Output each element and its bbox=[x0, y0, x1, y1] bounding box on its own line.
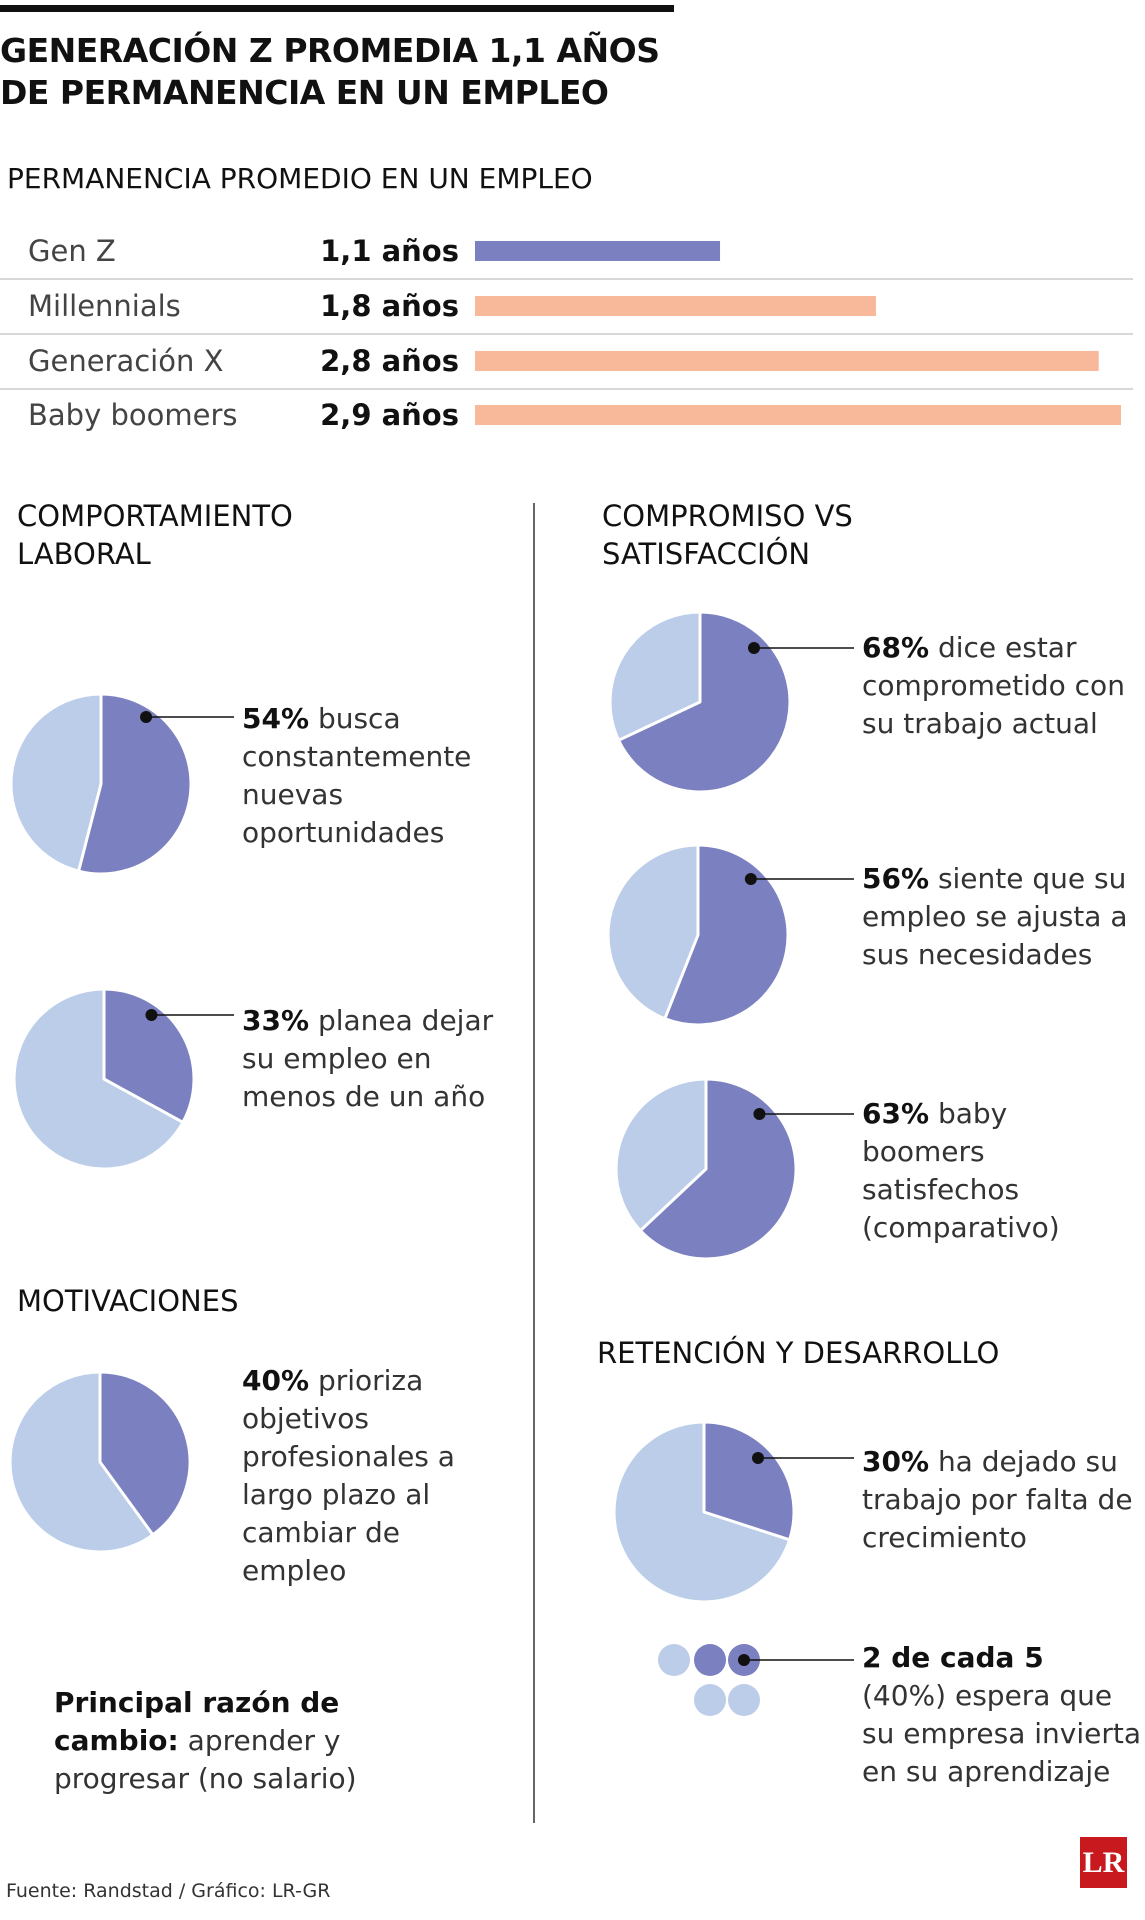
description: prioriza objetivos profesionales a largo… bbox=[242, 1364, 455, 1587]
value-label: 30% bbox=[862, 1445, 930, 1478]
pie-slice bbox=[77, 692, 193, 876]
value-label: 33% bbox=[242, 1004, 310, 1037]
note-bold: Principal razón de cambio: bbox=[54, 1686, 340, 1757]
leader-dot bbox=[748, 642, 760, 654]
pie-slice bbox=[702, 1420, 796, 1542]
category-label: Millennials bbox=[28, 289, 181, 323]
top-rule bbox=[0, 5, 674, 12]
section-title: COMPORTAMIENTO LABORAL bbox=[17, 499, 293, 571]
value-label: 2,9 años bbox=[320, 398, 459, 432]
note: Principal razón de cambio: aprender y pr… bbox=[54, 1684, 394, 1798]
item-text: 56% siente que su empleo se ajusta a sus… bbox=[862, 860, 1137, 974]
leader-dot bbox=[738, 1654, 750, 1666]
item-text: 33% planea dejar su empleo en menos de u… bbox=[242, 1002, 512, 1116]
value-label: 40% bbox=[242, 1364, 310, 1397]
description: (40%) espera que su empresa invierta en … bbox=[862, 1679, 1142, 1788]
logo: LR bbox=[1080, 1837, 1127, 1888]
item-text: 30% ha dejado su trabajo por falta de cr… bbox=[862, 1443, 1142, 1557]
value-label: 2,8 años bbox=[320, 344, 459, 378]
dot-highlight bbox=[694, 1644, 726, 1676]
value-label: 1,8 años bbox=[320, 289, 459, 323]
section-title: MOTIVACIONES bbox=[17, 1284, 239, 1318]
section-title: RETENCIÓN Y DESARROLLO bbox=[597, 1336, 1000, 1370]
leader-dot bbox=[753, 1108, 766, 1120]
leader-dot bbox=[752, 1452, 764, 1464]
value-label: 56% bbox=[862, 862, 930, 895]
title: GENERACIÓN Z PROMEDIA 1,1 AÑOS DE PERMAN… bbox=[0, 31, 660, 112]
leader-dot bbox=[145, 1009, 158, 1021]
bar bbox=[475, 296, 876, 316]
description: planea dejar su empleo en menos de un añ… bbox=[242, 1004, 494, 1113]
description: ha dejado su trabajo por falta de crecim… bbox=[862, 1445, 1133, 1554]
bar bbox=[475, 405, 1121, 425]
value-label: 68% bbox=[862, 631, 930, 664]
note-text: aprender y progresar (no salario) bbox=[54, 1724, 357, 1795]
item-text: 54% busca constantemente nuevas oportuni… bbox=[242, 700, 512, 852]
item-text: 63% baby boomers satisfechos (comparativ… bbox=[862, 1095, 1137, 1247]
pie-slice bbox=[98, 1370, 192, 1537]
value-label: 2 de cada 5 bbox=[862, 1641, 1044, 1674]
category-label: Generación X bbox=[28, 344, 224, 378]
value-label: 63% bbox=[862, 1097, 930, 1130]
leader-dot bbox=[140, 711, 153, 723]
pie-slice bbox=[102, 987, 196, 1124]
item-text: 2 de cada 5 (40%) espera que su empresa … bbox=[862, 1639, 1142, 1791]
description: baby boomers satisfechos (comparativo) bbox=[862, 1097, 1060, 1244]
value-label: 1,1 años bbox=[320, 234, 459, 268]
bar-title: PERMANENCIA PROMEDIO EN UN EMPLEO bbox=[7, 162, 593, 195]
value-label: 54% bbox=[242, 702, 310, 735]
description: busca constantemente nuevas oportunidade… bbox=[242, 702, 472, 849]
dot bbox=[728, 1684, 760, 1716]
description: siente que su empleo se ajusta a sus nec… bbox=[862, 862, 1128, 971]
dot bbox=[658, 1644, 690, 1676]
category-label: Baby boomers bbox=[28, 398, 238, 432]
bar bbox=[475, 241, 721, 261]
pie-slice bbox=[638, 1077, 798, 1261]
description: dice estar comprometido con su trabajo a… bbox=[862, 631, 1125, 740]
source: Fuente: Randstad / Gráfico: LR-GR bbox=[6, 1880, 331, 1902]
bar bbox=[475, 351, 1099, 371]
item-text: 68% dice estar comprometido con su traba… bbox=[862, 629, 1137, 743]
category-label: Gen Z bbox=[28, 234, 116, 268]
leader-dot bbox=[744, 873, 757, 885]
pie-slice bbox=[617, 610, 792, 794]
section-title: COMPROMISO VS SATISFACCIÓN bbox=[602, 499, 853, 571]
item-text: 40% prioriza objetivos profesionales a l… bbox=[242, 1362, 492, 1590]
dot bbox=[694, 1684, 726, 1716]
pie-slice bbox=[663, 843, 790, 1027]
